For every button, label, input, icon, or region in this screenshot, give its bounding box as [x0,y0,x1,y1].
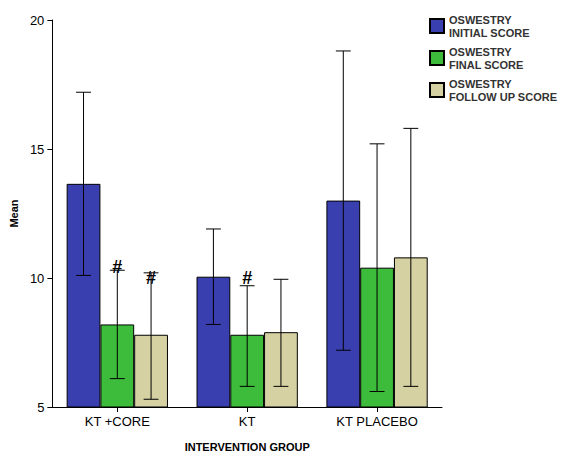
svg-text:INTERVENTION GROUP: INTERVENTION GROUP [185,441,310,453]
svg-text:OSWESTRY: OSWESTRY [449,78,512,90]
svg-text:15: 15 [30,142,44,157]
svg-text:5: 5 [37,400,44,415]
svg-text:#: # [242,268,252,288]
svg-text:OSWESTRY: OSWESTRY [449,14,512,26]
svg-text:KT: KT [239,414,256,429]
svg-text:FOLLOW UP SCORE: FOLLOW UP SCORE [449,91,557,103]
svg-text:10: 10 [30,271,44,286]
svg-text:KT +CORE: KT +CORE [85,414,150,429]
svg-text:KT PLACEBO: KT PLACEBO [336,414,417,429]
svg-text:Mean: Mean [8,199,20,227]
svg-text:FINAL SCORE: FINAL SCORE [449,59,523,71]
svg-text:INITIAL SCORE: INITIAL SCORE [449,27,529,39]
svg-text:OSWESTRY: OSWESTRY [449,46,512,58]
svg-text:20: 20 [30,13,44,28]
